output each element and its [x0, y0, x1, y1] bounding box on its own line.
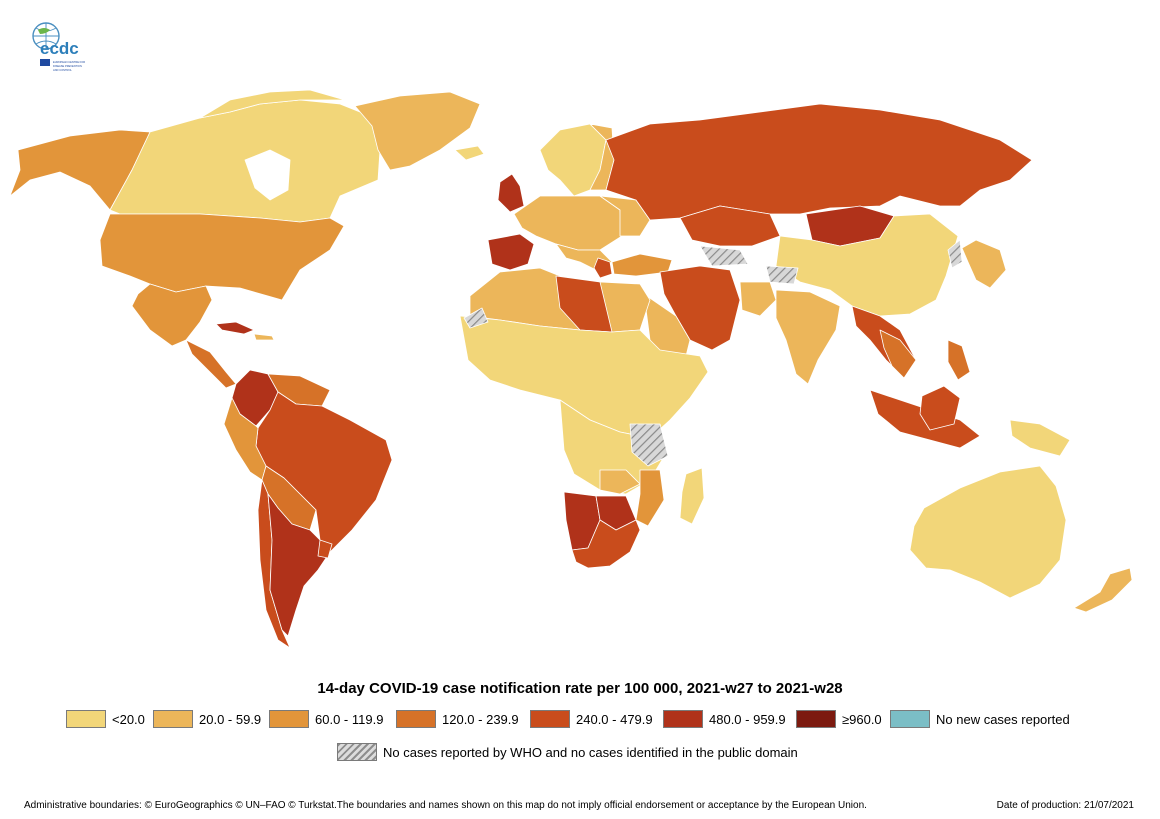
- legend-swatch: [663, 710, 703, 728]
- south-africa-region: [571, 519, 641, 569]
- greenland-region: [354, 91, 481, 171]
- uruguay-region: [317, 539, 333, 559]
- western-sahara-hatched: [463, 307, 489, 329]
- west-africa-region: [459, 315, 709, 439]
- cuba-region: [215, 321, 255, 335]
- caribbean-region: [253, 333, 275, 341]
- greece-cyprus-region: [593, 257, 613, 279]
- legend-label: <20.0: [112, 712, 145, 727]
- svg-text:DISEASE PREVENTION: DISEASE PREVENTION: [53, 64, 82, 68]
- legend-swatch: [66, 710, 106, 728]
- legend-label: 480.0 - 959.9: [709, 712, 786, 727]
- legend-swatch: [530, 710, 570, 728]
- legend-label: 20.0 - 59.9: [199, 712, 262, 727]
- india-region: [775, 289, 841, 385]
- papua-region: [1009, 419, 1071, 457]
- legend-label: 120.0 - 239.9: [442, 712, 519, 727]
- western-europe-region: [513, 195, 623, 251]
- hudson-bay: [244, 149, 291, 201]
- central-asia-hatched-region: [699, 245, 749, 267]
- kazakhstan-region: [679, 205, 781, 247]
- legend-label: 60.0 - 119.9: [315, 712, 384, 727]
- north-korea-region: [947, 239, 963, 269]
- central-america-region: [185, 339, 237, 389]
- pakistan-region: [739, 281, 777, 317]
- legend-swatch-hatched: [337, 743, 377, 761]
- iceland-region: [454, 145, 485, 161]
- legend-swatch: [269, 710, 309, 728]
- legend-label: ≥960.0: [842, 712, 882, 727]
- legend-label: No cases reported by WHO and no cases id…: [383, 745, 798, 760]
- footer-disclaimer: Administrative boundaries: © EuroGeograp…: [24, 800, 867, 811]
- alaska-region: [9, 129, 151, 211]
- eu-flag-icon: [40, 59, 50, 66]
- philippines-region: [947, 339, 971, 381]
- united-states-region: [99, 213, 345, 301]
- legend-swatch: [153, 710, 193, 728]
- ecdc-logo: ecdc EUROPEAN CENTRE FOR DISEASE PREVENT…: [32, 22, 85, 72]
- australia-region: [909, 465, 1067, 599]
- borneo-region: [919, 385, 961, 431]
- mexico-region: [131, 283, 213, 347]
- svg-text:EUROPEAN CENTRE FOR: EUROPEAN CENTRE FOR: [53, 60, 85, 64]
- zambia-region: [599, 469, 641, 495]
- map-title: 14-day COVID-19 case notification rate p…: [317, 680, 843, 697]
- legend-label: No new cases reported: [936, 712, 1070, 727]
- world-map: [9, 89, 1133, 649]
- legend-swatch: [796, 710, 836, 728]
- thailand-vietnam-region: [879, 329, 917, 379]
- new-zealand-region: [1073, 567, 1133, 613]
- production-date: Date of production: 21/07/2021: [996, 800, 1134, 811]
- svg-text:AND CONTROL: AND CONTROL: [53, 68, 72, 72]
- argentina-region: [267, 493, 331, 637]
- logo-text: ecdc: [40, 39, 79, 58]
- united-kingdom-region: [497, 173, 525, 213]
- mozambique-region: [635, 469, 665, 527]
- korea-japan-region: [961, 239, 1007, 289]
- legend-label: 240.0 - 479.9: [576, 712, 653, 727]
- legend-swatch: [890, 710, 930, 728]
- canadian-arctic-islands: [199, 89, 346, 119]
- afghanistan-hatched-region: [765, 265, 799, 285]
- russia-region: [605, 103, 1033, 221]
- tanzania-hatched-region: [629, 423, 669, 467]
- iberia-region: [487, 233, 535, 271]
- legend-swatch: [396, 710, 436, 728]
- middle-east-region: [659, 265, 741, 351]
- china-region: [775, 213, 959, 317]
- madagascar-region: [679, 467, 705, 525]
